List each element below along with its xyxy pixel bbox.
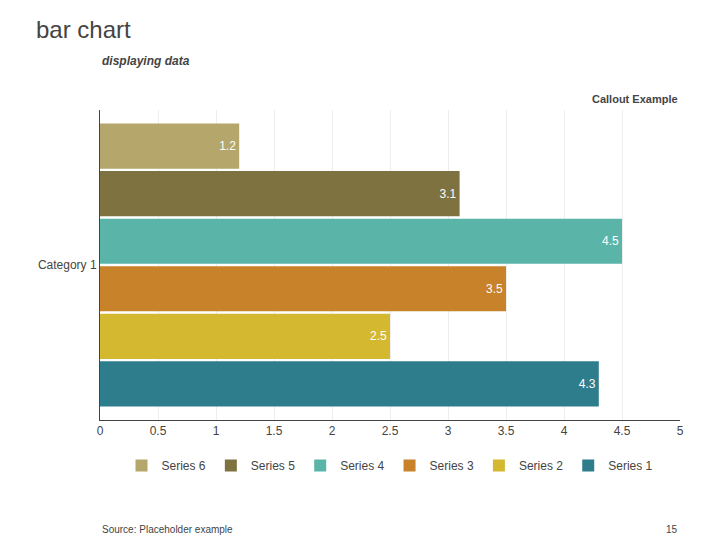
svg-text:Series 5: Series 5	[251, 459, 295, 473]
svg-text:4.3: 4.3	[579, 377, 596, 391]
svg-text:4: 4	[561, 424, 568, 438]
svg-text:2: 2	[329, 424, 336, 438]
svg-text:1.5: 1.5	[266, 424, 283, 438]
svg-text:1.2: 1.2	[219, 139, 236, 153]
svg-text:3.1: 3.1	[440, 187, 457, 201]
svg-text:Series 1: Series 1	[608, 459, 652, 473]
svg-text:bar chart: bar chart	[36, 16, 131, 43]
svg-text:Source: Placeholder example: Source: Placeholder example	[102, 524, 233, 535]
svg-text:4.5: 4.5	[614, 424, 631, 438]
svg-text:3.5: 3.5	[498, 424, 515, 438]
svg-text:Series 3: Series 3	[430, 459, 474, 473]
svg-text:displaying data: displaying data	[102, 54, 190, 68]
svg-text:4.5: 4.5	[602, 234, 619, 248]
svg-text:2.5: 2.5	[370, 329, 387, 343]
svg-text:3: 3	[445, 424, 452, 438]
svg-text:0.5: 0.5	[150, 424, 167, 438]
svg-text:Callout Example: Callout Example	[592, 93, 678, 105]
svg-text:0: 0	[97, 424, 104, 438]
svg-text:Series 4: Series 4	[340, 459, 384, 473]
svg-text:Category 1: Category 1	[38, 258, 97, 272]
svg-text:3.5: 3.5	[486, 282, 503, 296]
svg-text:5: 5	[677, 424, 684, 438]
svg-text:15: 15	[666, 524, 678, 535]
svg-text:2.5: 2.5	[382, 424, 399, 438]
svg-text:Series 2: Series 2	[519, 459, 563, 473]
svg-text:1: 1	[213, 424, 220, 438]
svg-text:Series 6: Series 6	[162, 459, 206, 473]
